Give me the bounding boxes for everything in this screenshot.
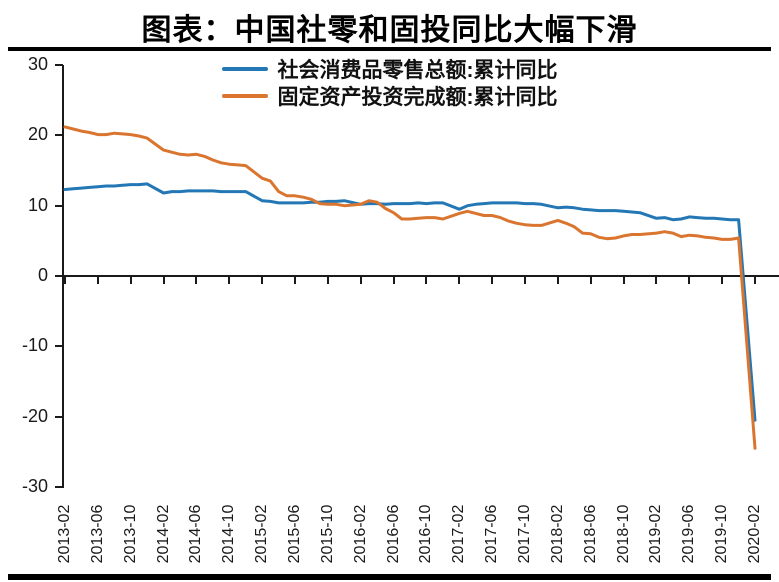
y-axis-label: 30 [27,54,48,74]
y-axis-label: -10 [21,335,48,356]
x-axis-tick [721,277,724,284]
retail-line-swatch-icon [221,66,268,71]
x-axis-tick [228,277,231,284]
x-axis-tick [589,277,592,284]
legend-item-fai: 固定资产投资完成额:累计同比 [221,82,558,109]
series-line-retail [63,182,757,422]
x-axis-tick [294,277,296,284]
y-axis-tick [55,345,63,348]
y-axis-tick [55,64,63,66]
x-axis-tick [458,277,461,284]
x-axis-tick [425,277,428,284]
x-axis-tick [162,277,165,284]
x-axis-tick [261,277,264,284]
x-axis-tick [524,277,526,284]
bottom-divider [8,574,771,580]
legend-item-retail: 社会消费品零售总额:累计同比 [221,55,558,82]
y-axis-tick [55,204,63,207]
x-axis-tick [326,277,329,284]
x-axis-tick [64,277,66,284]
x-axis-tick [359,277,362,284]
x-axis-tick [655,277,658,284]
y-axis-label: 10 [27,194,48,215]
x-axis-tick [129,277,132,284]
legend-label-retail: 社会消费品零售总额:累计同比 [277,58,558,82]
x-axis-line [62,275,779,277]
y-axis-label: 20 [27,124,48,145]
y-axis-label: -30 [21,475,48,496]
chart-title: 图表：中国社零和固投同比大幅下滑 [141,14,638,47]
y-axis-label: 0 [37,265,48,285]
y-axis-tick [55,134,63,137]
legend-label-fai: 固定资产投资完成额:累计同比 [277,85,558,109]
y-axis-tick [55,415,63,418]
x-axis-tick [491,277,494,284]
x-axis-tick [195,277,198,284]
y-axis-tick [55,485,63,488]
x-axis-tick [96,277,99,284]
y-axis-tick [55,275,63,277]
x-axis-tick [754,277,756,284]
fai-line-swatch-icon [221,93,268,98]
series-line-fai [63,125,757,450]
y-axis-label: -20 [21,405,48,426]
x-axis-tick [556,277,559,284]
x-axis-tick [392,277,395,284]
top-divider [8,47,771,51]
x-axis-tick [688,277,691,284]
legend: 社会消费品零售总额:累计同比 固定资产投资完成额:累计同比 [0,55,779,109]
x-axis-tick [622,277,625,284]
